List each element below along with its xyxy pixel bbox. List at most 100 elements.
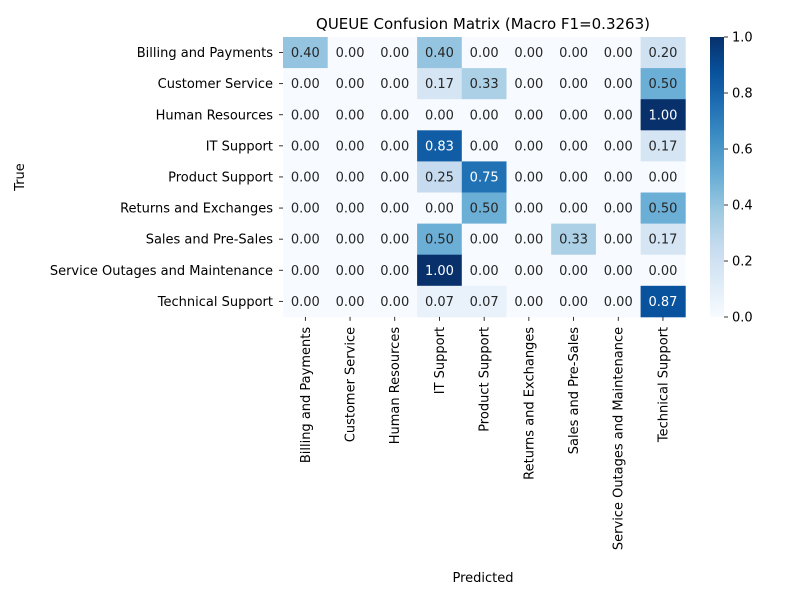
cell-value-label: 0.00 — [604, 108, 633, 123]
cell-value-label: 0.00 — [559, 264, 588, 279]
heatmap-cell — [640, 254, 686, 287]
heatmap-cell — [640, 68, 686, 100]
heatmap-cell — [640, 192, 686, 224]
cell-value-label: 0.50 — [425, 233, 454, 248]
heatmap-cell — [595, 161, 641, 193]
cell-value-label: 0.00 — [470, 264, 499, 279]
cell-value-label: 0.00 — [470, 46, 499, 61]
cell-value-label: 0.00 — [291, 202, 320, 217]
heatmap-cell — [327, 68, 373, 100]
heatmap-cell — [461, 161, 507, 193]
x-tick-label: Product Support — [478, 327, 493, 432]
cell-value-label: 0.00 — [559, 170, 588, 185]
x-tick-label: Human Resources — [388, 327, 403, 445]
heatmap-cell — [506, 37, 552, 69]
heatmap-cell — [327, 223, 373, 256]
heatmap-cell — [551, 161, 597, 193]
cell-value-label: 0.00 — [470, 108, 499, 123]
cell-value-label: 0.75 — [470, 170, 499, 185]
heatmap-cell — [372, 37, 418, 69]
cell-value-label: 0.00 — [514, 264, 543, 279]
cell-value-label: 0.00 — [425, 108, 454, 123]
heatmap-cell — [327, 254, 373, 287]
cell-value-label: 0.00 — [291, 233, 320, 248]
heatmap-cell — [327, 192, 373, 224]
heatmap-cell — [551, 192, 597, 224]
heatmap-cell — [283, 68, 329, 100]
y-tick-label: Product Support — [168, 170, 273, 185]
x-tick-label: Billing and Payments — [299, 327, 314, 463]
y-axis-ticks: Billing and Payments Customer Service Huma… — [50, 46, 283, 310]
x-axis-label: Predicted — [452, 571, 513, 586]
cell-value-label: 0.00 — [648, 170, 677, 185]
heatmap-cell-labels: 0.40 0.00 0.00 0.40 0.00 0.00 0.00 0.00 0.20 0.00… — [291, 46, 678, 310]
cell-value-label: 0.00 — [559, 46, 588, 61]
y-tick-label: Billing and Payments — [137, 46, 273, 61]
heatmap-cell — [417, 254, 463, 287]
cell-value-label: 0.00 — [514, 295, 543, 310]
cell-value-label: 0.07 — [425, 295, 454, 310]
cell-value-label: 0.17 — [648, 233, 677, 248]
x-tick-label: Returns and Exchanges — [522, 327, 537, 480]
heatmap-cell — [372, 254, 418, 287]
cell-value-label: 0.00 — [336, 264, 365, 279]
heatmap-cell — [506, 192, 552, 224]
cell-value-label: 0.00 — [336, 202, 365, 217]
y-tick-label: Customer Service — [158, 77, 273, 92]
cell-value-label: 0.50 — [648, 77, 677, 92]
heatmap-cell — [461, 37, 507, 69]
cell-value-label: 0.00 — [604, 295, 633, 310]
heatmap-cell — [461, 99, 507, 131]
y-tick-label: Human Resources — [156, 108, 274, 123]
heatmap-cell — [551, 68, 597, 100]
x-axis-ticks: Billing and Payments Customer Service Huma… — [299, 316, 671, 550]
y-tick-label: Returns and Exchanges — [120, 202, 273, 217]
cell-value-label: 0.17 — [648, 139, 677, 154]
heatmap-cell — [417, 285, 463, 318]
heatmap-cell — [640, 37, 686, 69]
heatmap-cell — [417, 37, 463, 69]
heatmap-cell — [640, 99, 686, 131]
heatmap-cell — [595, 130, 641, 162]
heatmap-cell — [551, 130, 597, 162]
cell-value-label: 0.00 — [336, 139, 365, 154]
cell-value-label: 0.00 — [336, 295, 365, 310]
heatmap-cell — [283, 99, 329, 131]
heatmap-cell — [283, 223, 329, 256]
cell-value-label: 0.00 — [336, 233, 365, 248]
heatmap-cell — [506, 161, 552, 193]
heatmap-cell — [506, 68, 552, 100]
heatmap-cell — [283, 130, 329, 162]
heatmap-cell — [372, 192, 418, 224]
heatmap-cell — [640, 223, 686, 256]
heatmap-cell — [372, 99, 418, 131]
chart-title: QUEUE Confusion Matrix (Macro F1=0.3263) — [316, 15, 650, 33]
cell-value-label: 0.00 — [470, 139, 499, 154]
cell-value-label: 0.00 — [470, 233, 499, 248]
y-axis-label: True — [13, 163, 28, 192]
cell-value-label: 0.00 — [291, 139, 320, 154]
heatmap-cell — [506, 254, 552, 287]
heatmap-cell — [372, 161, 418, 193]
heatmap-cell — [417, 68, 463, 100]
cell-value-label: 0.00 — [514, 202, 543, 217]
y-tick-label: Service Outages and Maintenance — [50, 264, 273, 279]
cell-value-label: 0.00 — [604, 233, 633, 248]
heatmap-cell — [461, 285, 507, 318]
cell-value-label: 0.00 — [380, 108, 409, 123]
heatmap-cell — [372, 285, 418, 318]
cell-value-label: 0.00 — [291, 170, 320, 185]
cell-value-label: 0.83 — [425, 139, 454, 154]
cell-value-label: 0.40 — [291, 46, 320, 61]
x-tick-label: Technical Support — [656, 327, 671, 443]
heatmap-cell — [595, 223, 641, 256]
heatmap-cell — [417, 99, 463, 131]
cell-value-label: 0.00 — [514, 170, 543, 185]
cell-value-label: 0.00 — [380, 295, 409, 310]
heatmap-cell — [461, 130, 507, 162]
heatmap-cell — [461, 192, 507, 224]
heatmap-cell — [551, 254, 597, 287]
cell-value-label: 0.00 — [604, 46, 633, 61]
cell-value-label: 0.00 — [336, 108, 365, 123]
cell-value-label: 0.00 — [514, 108, 543, 123]
